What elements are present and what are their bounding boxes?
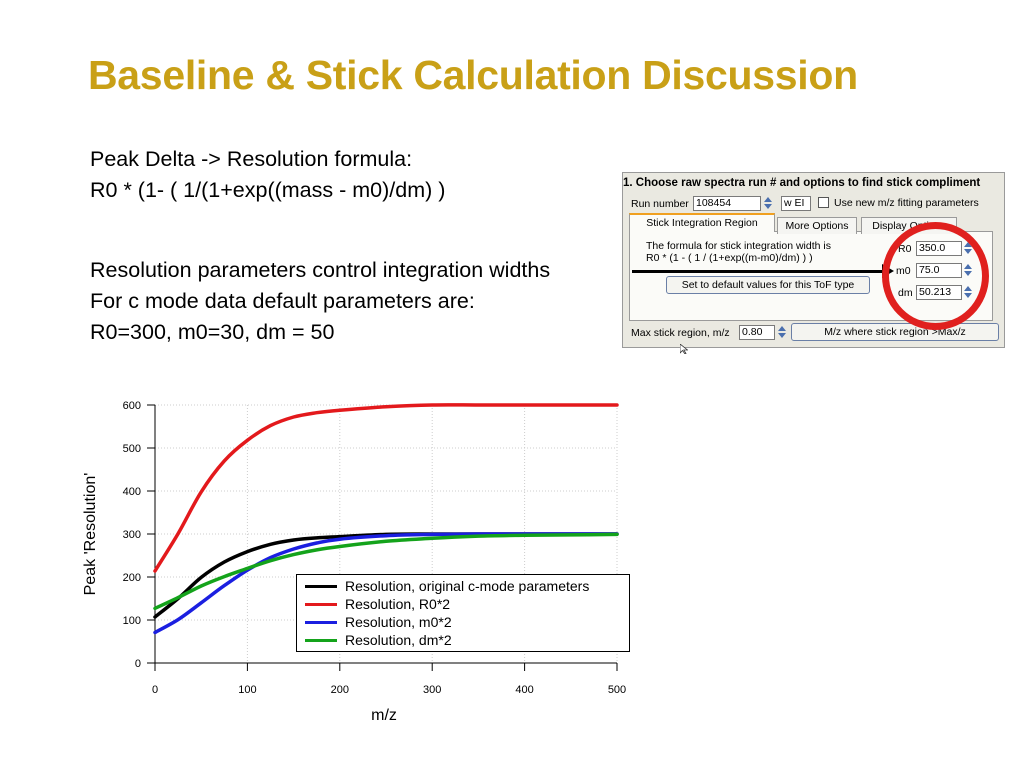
y-tick-label: 400 [123, 486, 141, 498]
parameters-line: R0=300, m0=30, dm = 50 [90, 320, 335, 344]
chart-legend: Resolution, original c-mode parameters R… [296, 574, 630, 652]
y-axis-label: Peak 'Resolution' [82, 473, 99, 596]
x-tick-label: 500 [608, 684, 626, 696]
legend-label: Resolution, dm*2 [345, 632, 452, 648]
tab-stick-integration-region[interactable]: Stick Integration Region [629, 213, 775, 232]
run-number-label: Run number [631, 198, 689, 210]
run-number-input[interactable]: 108454 [693, 196, 761, 211]
legend-item: Resolution, R0*2 [303, 595, 623, 613]
formula-line: Peak Delta -> Resolution formula: [90, 147, 413, 171]
legend-label: Resolution, original c-mode parameters [345, 578, 590, 594]
y-tick-label: 500 [123, 443, 141, 455]
max-stick-region-label: Max stick region, m/z [631, 327, 730, 339]
mouse-pointer-icon [680, 344, 688, 354]
x-tick-label: 0 [152, 684, 158, 696]
legend-item: Resolution, dm*2 [303, 631, 623, 649]
x-tick-label: 400 [515, 684, 533, 696]
formula-expression: R0 * (1 - ( 1 / (1+exp((m-m0)/dm) ) ) [646, 252, 813, 264]
legend-swatch [305, 639, 337, 642]
formula-line: R0 * (1- ( 1/(1+exp((mass - m0)/dm) ) [90, 178, 446, 202]
y-tick-label: 100 [123, 615, 141, 627]
y-tick-label: 200 [123, 572, 141, 584]
formula-text-block: Peak Delta -> Resolution formula: R0 * (… [90, 144, 445, 206]
legend-item: Resolution, original c-mode parameters [303, 577, 623, 595]
x-axis-label: m/z [371, 707, 397, 724]
slide-title: Baseline & Stick Calculation Discussion [88, 52, 858, 98]
panel-title: 1. Choose raw spectra run # and options … [623, 177, 981, 189]
fit-params-label: Use new m/z fitting parameters [834, 197, 979, 209]
legend-item: Resolution, m0*2 [303, 613, 623, 631]
series-line-4 [153, 532, 619, 611]
y-tick-label: 0 [135, 658, 141, 670]
fit-params-checkbox[interactable] [818, 197, 829, 208]
x-tick-label: 200 [331, 684, 349, 696]
y-tick-label: 300 [123, 529, 141, 541]
highlight-circle [882, 222, 989, 330]
default-values-button[interactable]: Set to default values for this ToF type [666, 276, 870, 294]
series-line-2 [153, 403, 619, 573]
parameters-line: Resolution parameters control integratio… [90, 258, 551, 282]
legend-swatch [305, 585, 337, 588]
formula-description: The formula for stick integration width … [646, 240, 831, 252]
chart-ticks: 0 100 200 300 400 500 0 100 200 300 400 500 600 [123, 400, 627, 696]
legend-swatch [305, 621, 337, 624]
legend-label: Resolution, R0*2 [345, 596, 451, 612]
legend-swatch [305, 603, 337, 606]
chart-series [153, 403, 619, 635]
max-stick-region-input[interactable]: 0.80 [739, 325, 775, 340]
x-tick-label: 300 [423, 684, 441, 696]
tab-more-options[interactable]: More Options [777, 217, 857, 234]
run-number-spinner[interactable] [764, 196, 772, 211]
parameters-text-block: Resolution parameters control integratio… [90, 255, 550, 348]
max-stick-region-spinner[interactable] [778, 325, 786, 340]
callout-arrow-line [632, 270, 888, 273]
x-tick-label: 100 [238, 684, 256, 696]
legend-label: Resolution, m0*2 [345, 614, 452, 630]
parameters-line: For c mode data default parameters are: [90, 289, 475, 313]
ionization-mode-field[interactable]: w EI [781, 196, 811, 211]
y-tick-label: 600 [123, 400, 141, 412]
